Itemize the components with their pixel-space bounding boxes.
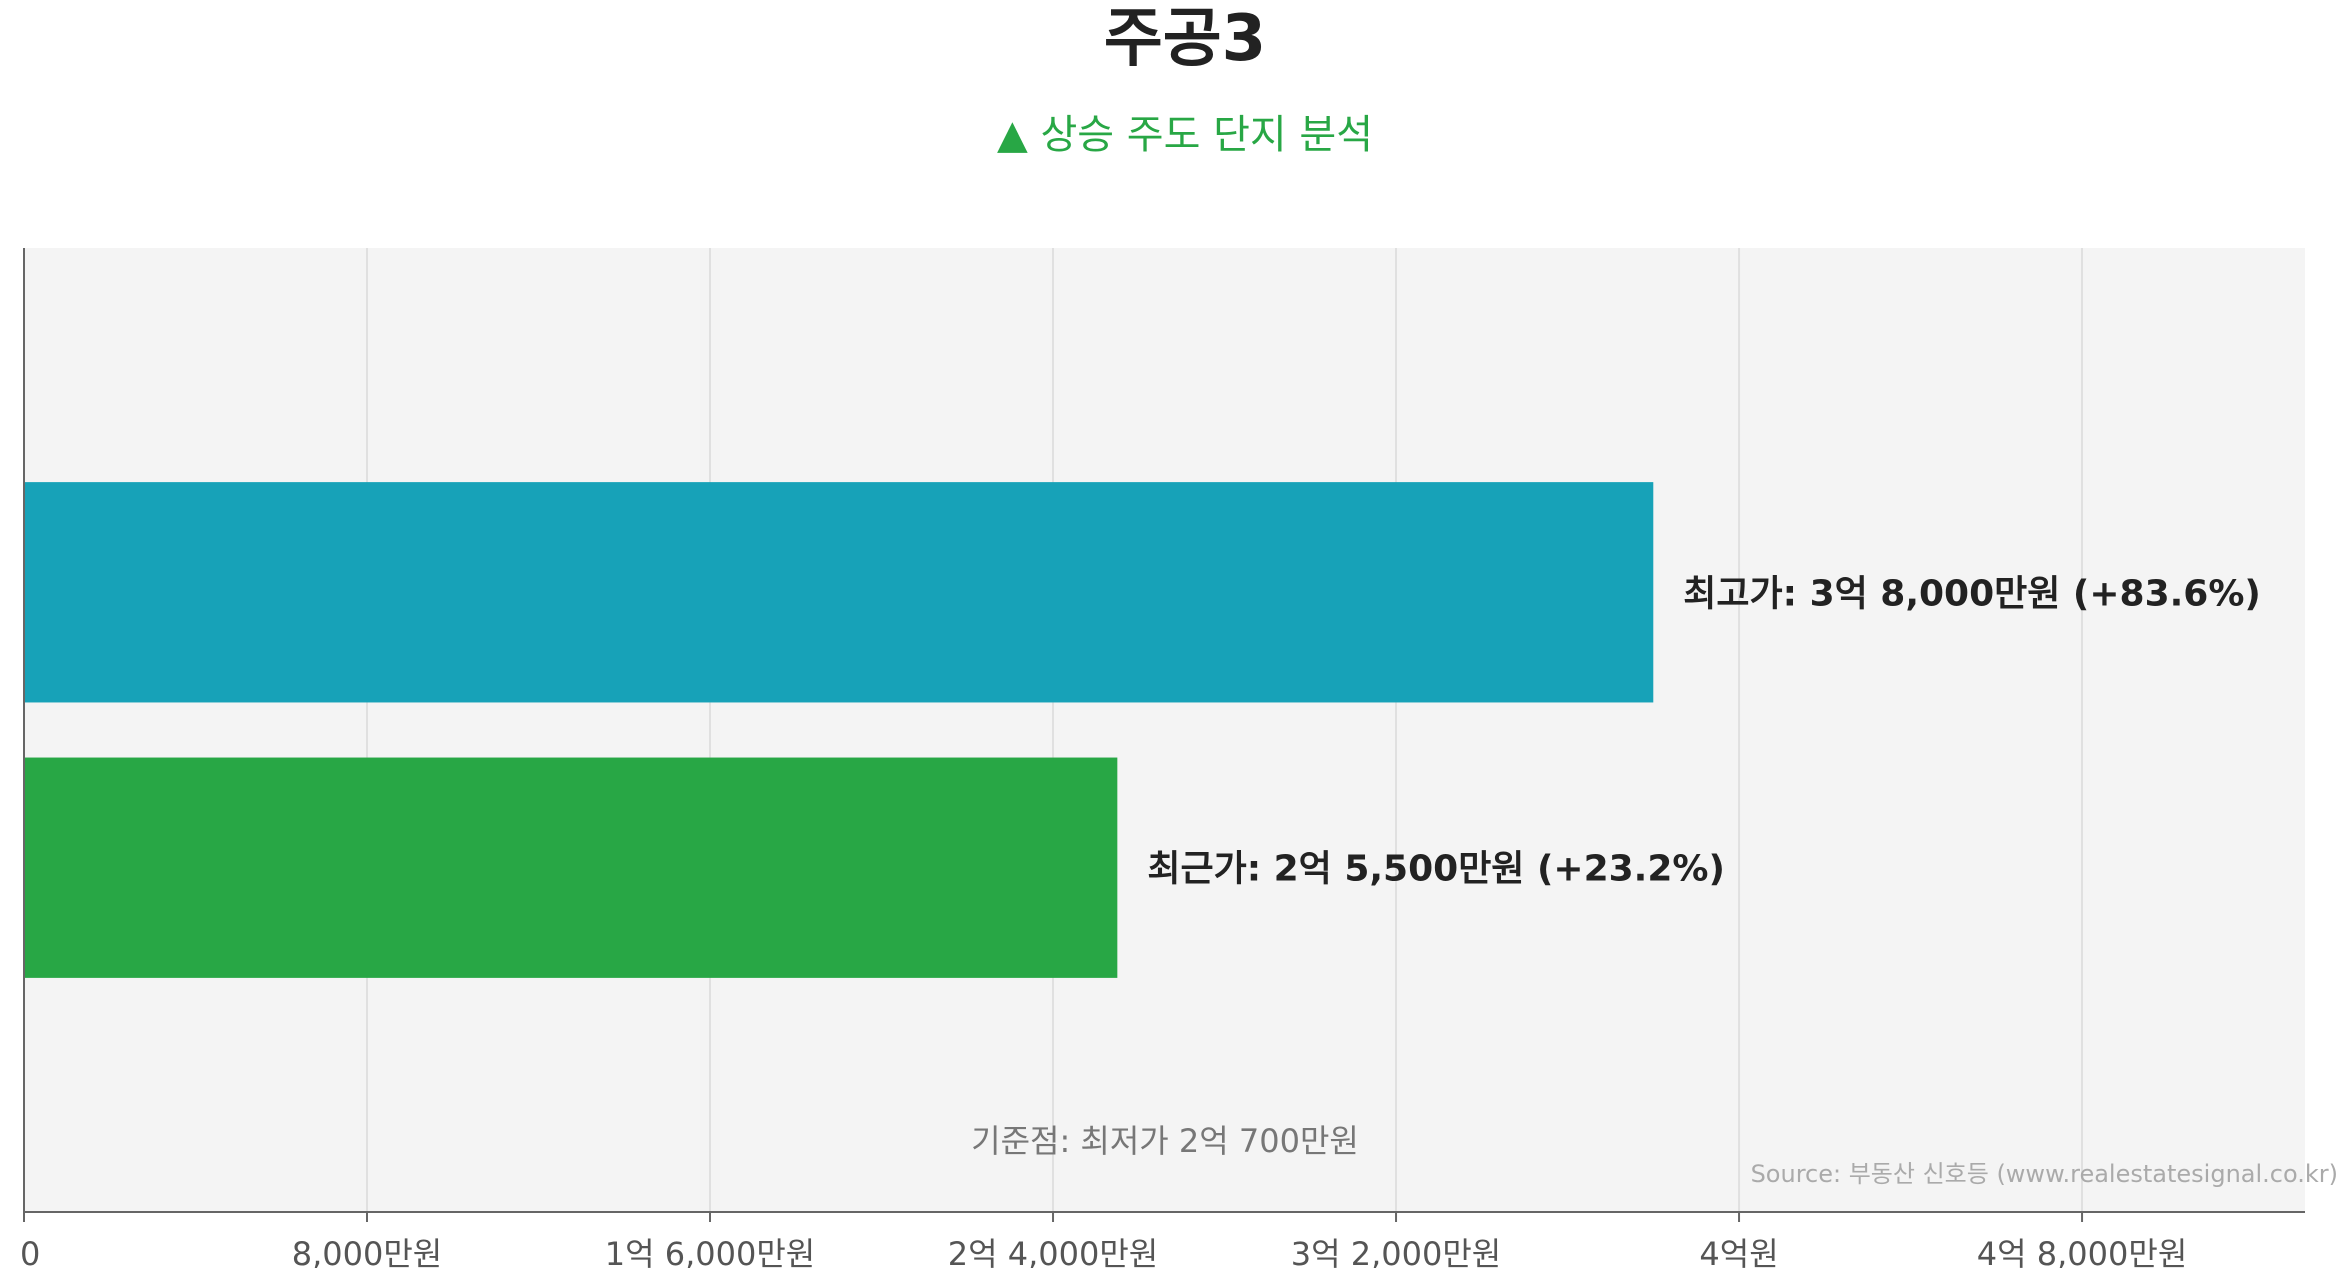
chart-subtitle: ▲ 상승 주도 단지 분석 [997, 112, 1373, 158]
bars: 최고가: 3억 8,000만원 (+83.6%) 최근가: 2억 5,500만원 … [24, 482, 2261, 978]
bar-value-label: 최고가: 3억 8,000만원 (+83.6%) [1683, 573, 2261, 614]
x-tick-label: 4억 8,000만원 [1977, 1235, 2187, 1268]
x-axis-ticks: 0 8,000만원 1억 6,000만원 2억 4,000만원 3억 2,000만원 4억… [20, 1212, 2187, 1268]
x-tick-label: 8,000만원 [292, 1235, 443, 1268]
x-tick-label: 3억 2,000만원 [1291, 1235, 1501, 1268]
chart-title: 주공3 [1104, 2, 1266, 76]
grid-lines [366, 248, 2084, 1212]
x-tick-label: 0 [20, 1235, 40, 1268]
source-note: Source: 부동산 신호등 (www.realestatesignal.co… [1751, 1160, 2338, 1188]
bar-value-label: 최근가: 2억 5,500만원 (+23.2%) [1147, 849, 1725, 890]
baseline-note: 기준점: 최저가 2억 700만원 [971, 1122, 1359, 1160]
bar-highest-price [24, 482, 1654, 703]
plot-background [24, 248, 2305, 1212]
x-tick-label: 4억원 [1699, 1235, 1778, 1268]
x-tick-label: 1억 6,000만원 [605, 1235, 815, 1268]
bar-recent-price [24, 757, 1118, 978]
x-tick-label: 2억 4,000만원 [948, 1235, 1158, 1268]
